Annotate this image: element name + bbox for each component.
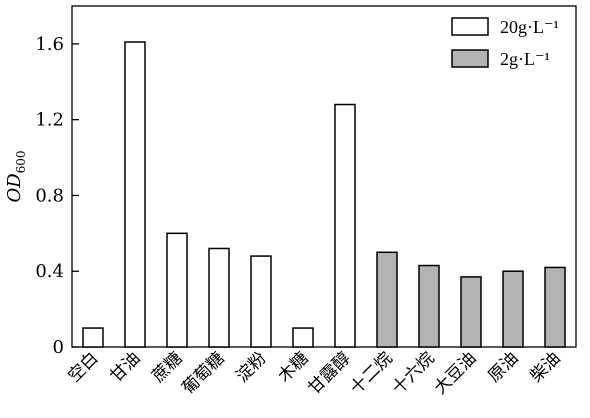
x-tick-label: 原油 [484, 348, 522, 386]
x-tick-label: 大豆油 [430, 348, 480, 398]
y-axis-label-main: OD [4, 173, 25, 203]
x-tick-label: 甘露醇 [304, 348, 354, 398]
y-tick-label: 1.6 [35, 34, 64, 55]
x-tick-label: 甘油 [106, 348, 144, 386]
plot-frame [71, 5, 577, 348]
y-tick-label: 0.8 [35, 185, 64, 206]
y-tick-label: 1.2 [35, 110, 64, 131]
legend-swatch [451, 49, 489, 68]
y-tick-label: 0.4 [35, 261, 64, 282]
bar-series1 [82, 327, 104, 348]
legend-label: 20g·L⁻¹ [500, 17, 559, 37]
x-tick-label: 柴油 [526, 348, 564, 386]
x-tick-label: 葡萄糖 [178, 348, 228, 398]
x-tick-label: 十六烷 [388, 348, 438, 398]
legend-swatch [451, 17, 489, 36]
bar-series2 [376, 251, 398, 348]
y-axis-label-sub: 600 [14, 150, 28, 173]
x-tick-label: 淀粉 [232, 348, 270, 386]
bars-layer [82, 41, 566, 348]
bar-series2 [418, 264, 440, 348]
bar-series2 [460, 276, 482, 348]
bar-series1 [250, 255, 272, 348]
legend: 20g·L⁻¹ 2g·L⁻¹ [451, 17, 559, 69]
y-tick-label: 0 [53, 337, 64, 358]
bar-series1 [292, 327, 314, 348]
legend-label: 2g·L⁻¹ [500, 49, 550, 69]
bar-series1 [166, 232, 188, 348]
y-axis-label: OD600 [4, 150, 28, 202]
bar-series1 [334, 103, 356, 348]
x-tick-label: 空白 [64, 348, 102, 386]
bar-series2 [544, 266, 566, 348]
bar-series2 [502, 270, 524, 348]
bar-series1 [124, 41, 146, 348]
bar-series1 [208, 247, 230, 348]
x-tick-label: 十二烷 [346, 348, 396, 398]
